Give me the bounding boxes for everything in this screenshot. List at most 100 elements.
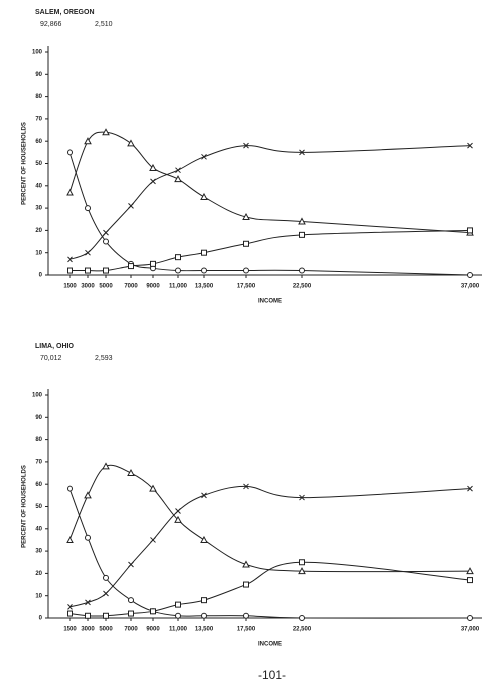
marker <box>149 484 157 492</box>
x-tick-label: 13,500 <box>195 627 214 633</box>
y-tick-label: 30 <box>35 549 42 555</box>
marker <box>128 610 134 617</box>
marker <box>467 615 473 621</box>
marker <box>467 485 473 492</box>
marker <box>243 142 249 149</box>
annotation: 70,012 <box>40 355 62 362</box>
y-tick-label: 40 <box>35 526 42 532</box>
marker <box>466 567 474 575</box>
x-tick-label: 11,000 <box>169 627 188 633</box>
marker <box>174 515 182 523</box>
y-tick-label: 80 <box>35 437 42 443</box>
marker <box>200 535 208 543</box>
annotation: 92,866 <box>40 21 62 28</box>
marker <box>128 263 134 270</box>
marker <box>85 267 91 274</box>
marker <box>175 508 181 514</box>
x-tick-label: 17,500 <box>237 284 256 290</box>
x-tick-label: 7000 <box>124 284 138 290</box>
marker <box>299 559 305 566</box>
x-axis-label: INCOME <box>258 642 282 648</box>
marker <box>201 492 207 499</box>
marker <box>175 167 181 174</box>
y-tick-label: 100 <box>32 50 43 56</box>
y-tick-label: 20 <box>35 571 42 577</box>
x-tick-label: 3000 <box>81 284 95 290</box>
annotation: 2,510 <box>95 21 113 28</box>
y-tick-label: 60 <box>35 482 42 488</box>
marker <box>467 577 473 584</box>
y-tick-label: 30 <box>35 206 42 212</box>
marker <box>467 272 473 278</box>
marker <box>175 612 181 619</box>
marker <box>242 212 250 221</box>
series-line <box>69 464 471 573</box>
marker <box>67 610 73 617</box>
y-axis-label: PERCENT OF HOUSEHOLDS <box>22 122 28 205</box>
x-tick-label: 1500 <box>63 627 77 633</box>
x-tick-label: 7000 <box>124 627 138 633</box>
marker <box>103 229 109 236</box>
x-tick-label: 11,000 <box>169 284 188 290</box>
marker <box>200 192 208 200</box>
marker <box>127 139 135 147</box>
marker <box>299 267 305 274</box>
annotation: 2,593 <box>95 355 113 362</box>
marker <box>67 149 73 156</box>
y-axis-label: PERCENT OF HOUSEHOLDS <box>22 465 28 548</box>
page-number: -101- <box>258 668 286 682</box>
x-axis-label: INCOME <box>258 299 282 305</box>
y-tick-label: 50 <box>35 161 42 167</box>
marker <box>103 238 109 245</box>
marker <box>150 608 156 615</box>
marker <box>67 603 73 610</box>
marker <box>85 612 91 619</box>
marker <box>243 612 249 619</box>
y-tick-label: 70 <box>35 459 42 465</box>
y-tick-label: 20 <box>35 228 42 234</box>
marker <box>127 469 135 477</box>
marker <box>150 537 156 543</box>
marker <box>150 178 156 185</box>
marker <box>467 142 473 149</box>
marker <box>103 590 109 597</box>
marker <box>67 267 73 274</box>
marker <box>150 260 156 267</box>
y-tick-label: 10 <box>35 250 42 256</box>
chart-title: SALEM, OREGON <box>35 9 95 16</box>
x-tick-label: 9000 <box>146 284 160 290</box>
marker <box>201 249 207 256</box>
marker <box>128 561 134 568</box>
marker <box>243 581 249 588</box>
x-tick-label: 22,500 <box>293 627 312 633</box>
series-line <box>69 131 471 234</box>
marker <box>242 560 250 568</box>
x-tick-label: 13,500 <box>195 284 214 290</box>
marker <box>201 612 207 619</box>
marker <box>84 491 92 499</box>
marker <box>67 485 73 492</box>
x-tick-label: 5000 <box>99 284 113 290</box>
marker <box>66 188 74 196</box>
y-tick-label: 10 <box>35 593 42 599</box>
y-tick-label: 40 <box>35 183 42 189</box>
marker <box>85 205 91 212</box>
marker <box>175 601 181 608</box>
marker <box>128 597 134 604</box>
marker <box>299 149 305 156</box>
marker <box>243 267 249 274</box>
y-tick-label: 80 <box>35 94 42 100</box>
marker <box>128 203 134 209</box>
y-tick-label: 90 <box>35 415 42 421</box>
y-tick-label: 100 <box>32 393 43 399</box>
marker <box>85 599 91 606</box>
marker <box>298 217 306 225</box>
marker <box>299 494 305 501</box>
chart-title: LIMA, OHIO <box>35 343 74 350</box>
marker <box>175 254 181 261</box>
y-tick-label: 70 <box>35 116 42 122</box>
x-tick-label: 37,000 <box>461 627 480 633</box>
marker <box>103 574 109 581</box>
marker <box>243 240 249 247</box>
